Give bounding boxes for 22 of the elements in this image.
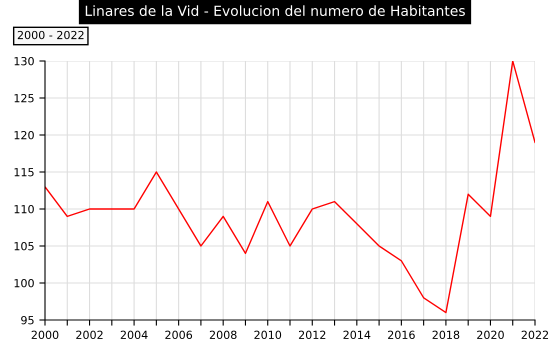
y-tick-label: 105 <box>14 242 34 250</box>
x-tick-label: 2008 <box>210 330 237 340</box>
x-tick-label: 2016 <box>388 330 415 340</box>
x-tick-label: 2014 <box>343 330 370 340</box>
x-tick-label: 2012 <box>298 330 326 340</box>
x-tick-label: 2018 <box>432 330 460 340</box>
x-tick-label: 2002 <box>76 330 103 340</box>
y-tick-label: 110 <box>14 204 34 214</box>
y-tick-label: 130 <box>14 56 34 66</box>
x-tick-label: 2010 <box>254 330 282 340</box>
x-tick-label: 2006 <box>165 330 192 340</box>
y-tick-label: 115 <box>14 168 34 176</box>
chart-title: Linares de la Vid - Evolucion del numero de Habitantes <box>86 5 465 16</box>
y-tick-label: 95 <box>21 316 34 324</box>
x-tick-label: 2000 <box>32 330 58 340</box>
y-tick-label: 120 <box>14 130 34 140</box>
y-tick-label: 100 <box>14 278 34 288</box>
x-tick-label: 2020 <box>477 330 504 340</box>
text: 2000 - 2022 <box>18 30 84 40</box>
x-tick-label: 2004 <box>120 330 148 340</box>
y-tick-label: 125 <box>14 94 34 102</box>
x-tick-label: 2022 <box>522 330 548 340</box>
